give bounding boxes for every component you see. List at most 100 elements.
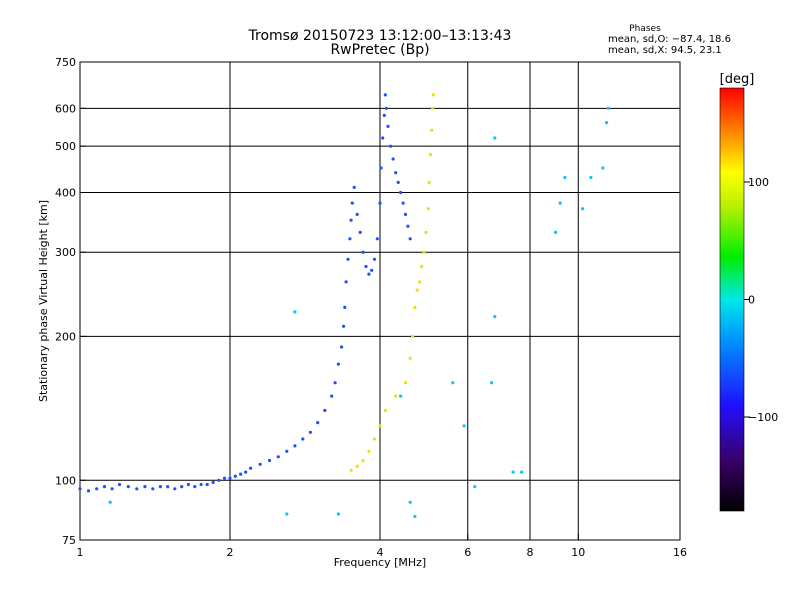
- data-point: [606, 106, 611, 110]
- data-point: [382, 113, 386, 117]
- data-point: [158, 485, 162, 489]
- data-point: [372, 257, 377, 261]
- phases-mean-x: mean, sd,X: 94.5, 23.1: [608, 45, 722, 56]
- y-tick-label: 750: [55, 56, 76, 69]
- data-point: [233, 474, 237, 478]
- data-point: [383, 93, 387, 97]
- data-point: [180, 485, 184, 489]
- data-point: [276, 455, 280, 459]
- data-point: [413, 514, 417, 519]
- data-point: [563, 175, 567, 180]
- data-point: [249, 466, 253, 470]
- data-point: [346, 257, 350, 261]
- data-point: [378, 424, 382, 428]
- data-point: [420, 264, 424, 269]
- data-point: [135, 487, 139, 491]
- data-point: [285, 512, 289, 516]
- colorbar-tick-label: 100: [748, 176, 769, 189]
- data-point: [417, 280, 422, 284]
- data-point: [193, 485, 197, 489]
- colorbar: [719, 87, 745, 512]
- data-point: [117, 482, 122, 487]
- data-point: [199, 482, 203, 487]
- data-point: [336, 512, 340, 516]
- data-point: [293, 310, 297, 314]
- data-point: [389, 144, 393, 148]
- data-point: [391, 157, 395, 161]
- chart-subtitle: RwPretec (Bp): [330, 42, 429, 58]
- data-point: [293, 444, 297, 448]
- data-point: [511, 470, 515, 474]
- data-point: [372, 437, 377, 441]
- data-point: [408, 237, 412, 241]
- data-point: [205, 482, 209, 487]
- x-tick-label: 1: [77, 546, 84, 559]
- data-point: [330, 394, 334, 398]
- data-point: [316, 421, 320, 425]
- data-point: [403, 381, 408, 385]
- data-point: [379, 166, 383, 170]
- data-point: [520, 470, 524, 474]
- data-point: [344, 280, 348, 284]
- colorbar-ticks: 100 0 −100: [744, 176, 778, 424]
- data-point: [211, 480, 215, 484]
- grid-lines: [80, 62, 680, 540]
- data-point: [399, 394, 403, 398]
- data-point: [490, 381, 494, 385]
- data-point: [78, 487, 82, 491]
- data-point: [95, 487, 99, 491]
- data-point: [370, 268, 374, 272]
- colorbar-tick-label: −100: [748, 411, 778, 424]
- data-point: [408, 356, 412, 360]
- data-point: [394, 394, 398, 398]
- data-point: [411, 334, 415, 338]
- data-point: [102, 485, 107, 489]
- data-point: [258, 462, 262, 466]
- y-tick-label: 600: [55, 102, 76, 115]
- data-point: [340, 345, 344, 349]
- data-point: [451, 381, 455, 385]
- data-point: [86, 489, 91, 493]
- data-point: [427, 180, 431, 184]
- data-point: [336, 362, 340, 366]
- data-point: [415, 288, 419, 292]
- data-point: [430, 128, 434, 132]
- data-point: [342, 324, 346, 328]
- data-point: [308, 430, 312, 434]
- x-tick-label: 10: [571, 546, 585, 559]
- data-point: [431, 93, 435, 97]
- data-point: [589, 175, 593, 180]
- y-tick-label: 300: [55, 246, 76, 259]
- y-tick-label: 75: [62, 534, 76, 547]
- y-tick-label: 200: [55, 330, 76, 343]
- data-point: [367, 272, 371, 276]
- data-point: [375, 237, 379, 241]
- data-point: [408, 500, 412, 504]
- data-point: [431, 106, 435, 110]
- data-point: [110, 487, 114, 491]
- chart-title: Tromsø 20150723 13:12:00–13:13:43: [248, 28, 512, 44]
- data-point: [399, 190, 403, 195]
- data-point: [473, 485, 477, 489]
- x-tick-label: 2: [227, 546, 234, 559]
- data-point: [422, 250, 426, 254]
- data-point: [301, 437, 305, 441]
- data-point: [186, 482, 190, 487]
- y-axis-label: Stationary phase Virtual Height [km]: [37, 200, 50, 402]
- x-axis-label: Frequency [MHz]: [334, 556, 426, 569]
- x-tick-label: 4: [377, 546, 384, 559]
- axis-ticks: 1 2 4 6 8 10 16 75 100 200 300 400 500 600 750: [55, 56, 687, 559]
- data-point: [350, 201, 354, 205]
- data-point: [222, 476, 227, 480]
- data-point: [493, 315, 497, 319]
- data-point: [285, 449, 289, 453]
- data-point: [108, 500, 112, 504]
- phases-mean-o: mean, sd,O: −87.4, 18.6: [608, 34, 731, 45]
- data-point: [343, 305, 347, 309]
- data-points: [78, 93, 611, 519]
- data-point: [143, 485, 147, 489]
- data-point: [352, 185, 356, 189]
- data-point: [396, 180, 400, 184]
- data-point: [381, 136, 385, 140]
